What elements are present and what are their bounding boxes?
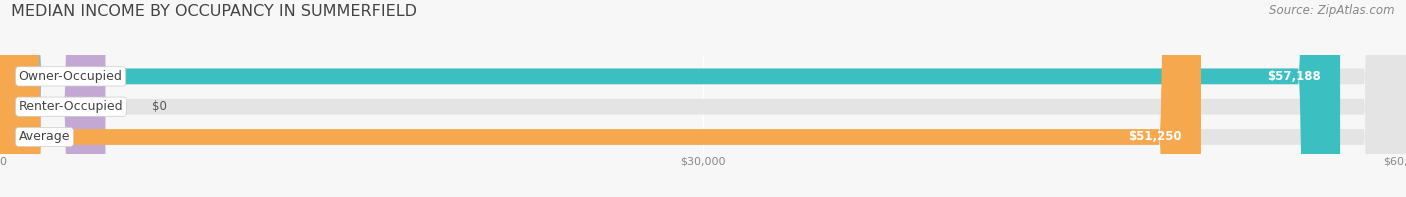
Text: Average: Average [18,130,70,143]
Text: MEDIAN INCOME BY OCCUPANCY IN SUMMERFIELD: MEDIAN INCOME BY OCCUPANCY IN SUMMERFIEL… [11,4,418,19]
Text: Source: ZipAtlas.com: Source: ZipAtlas.com [1270,4,1395,17]
FancyBboxPatch shape [0,0,1340,197]
FancyBboxPatch shape [0,0,105,197]
Text: $0: $0 [152,100,167,113]
Text: $51,250: $51,250 [1129,130,1182,143]
Text: Owner-Occupied: Owner-Occupied [18,70,122,83]
Text: $57,188: $57,188 [1268,70,1322,83]
Text: Renter-Occupied: Renter-Occupied [18,100,124,113]
FancyBboxPatch shape [0,0,1201,197]
